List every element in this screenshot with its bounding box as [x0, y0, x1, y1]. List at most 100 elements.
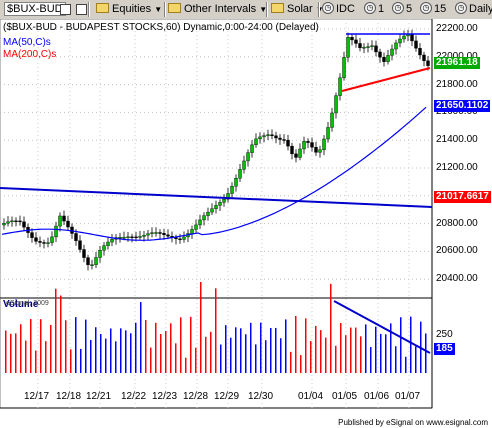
- volume-bar: [35, 350, 37, 373]
- candle-body: [62, 215, 66, 222]
- candle-body: [22, 221, 26, 228]
- candle-body: [46, 242, 50, 244]
- candle-body: [302, 141, 306, 150]
- window-icons[interactable]: [60, 2, 88, 17]
- candle-body: [98, 249, 102, 258]
- candle-body: [42, 242, 46, 244]
- candle-body: [122, 236, 126, 239]
- candle-body: [282, 139, 286, 141]
- volume-bar: [80, 348, 82, 373]
- candle-body: [158, 232, 162, 234]
- candle-body: [382, 57, 386, 62]
- daily-button[interactable]: ◷ Daily: [455, 2, 492, 17]
- candle-body: [270, 134, 274, 136]
- volume-bar: [120, 328, 122, 373]
- toolbar-separator: [164, 2, 166, 17]
- candle-body: [306, 141, 310, 143]
- candle-body: [190, 229, 194, 234]
- volume-bar: [245, 334, 247, 373]
- candle-body: [350, 37, 354, 41]
- idc-button[interactable]: ◷ IDC: [322, 2, 355, 17]
- volume-trendline[interactable]: [333, 300, 431, 354]
- volume-bar: [285, 319, 287, 373]
- volume-bar: [275, 327, 277, 373]
- candle-body: [262, 135, 266, 138]
- volume-bar: [410, 316, 412, 373]
- candle-body: [414, 40, 418, 49]
- candle-body: [18, 220, 22, 223]
- volume-bar: [405, 356, 407, 373]
- volume-bar: [325, 337, 327, 373]
- candle-body: [374, 45, 378, 53]
- date-axis-label: 12/21: [86, 391, 112, 402]
- chart-title: ($BUX-BUD - BUDAPEST STOCKS,60) Dynamic,…: [3, 22, 319, 33]
- candle-body: [50, 236, 54, 243]
- candle-body: [278, 137, 282, 140]
- volume-bar: [415, 346, 417, 373]
- candle-body: [230, 186, 234, 194]
- volume-bar: [380, 333, 382, 373]
- volume-bar: [265, 340, 267, 373]
- ma50-price-tag: 21650.1102: [434, 100, 491, 112]
- date-axis-label: 12/29: [214, 391, 240, 402]
- volume-bar: [15, 333, 17, 373]
- support-line-red[interactable]: [341, 67, 431, 92]
- candle-body: [38, 241, 42, 243]
- volume-bar: [135, 322, 137, 373]
- interval-1-button[interactable]: ◷ 1: [364, 2, 384, 17]
- candle-body: [74, 233, 78, 241]
- ma50-legend[interactable]: MA(50,C)s: [3, 37, 51, 48]
- volume-bar: [10, 333, 12, 373]
- interval-5-button[interactable]: ◷ 5: [392, 2, 412, 17]
- volume-bar: [210, 331, 212, 373]
- interval-15-label: 15: [434, 3, 447, 15]
- volume-bar: [165, 331, 167, 373]
- candle-body: [334, 95, 338, 114]
- volume-bar: [50, 324, 52, 373]
- candle-body: [246, 152, 250, 162]
- solar-button[interactable]: Solar ▼: [271, 2, 324, 17]
- candle-body: [250, 144, 254, 153]
- volume-bar: [200, 281, 202, 373]
- daily-label: Daily: [469, 3, 492, 15]
- trendline-blue[interactable]: [0, 187, 433, 208]
- candle-body: [418, 48, 422, 56]
- candle-body: [146, 233, 150, 236]
- candle-body: [134, 236, 138, 239]
- volume-bar: [145, 320, 147, 373]
- candle-body: [410, 33, 414, 42]
- candle-body: [126, 236, 130, 239]
- volume-bar: [270, 327, 272, 373]
- esignal-watermark: eSignal, 2009: [6, 300, 49, 307]
- symbol-field[interactable]: $BUX-BUD: [4, 2, 66, 17]
- volume-bar: [55, 288, 57, 373]
- volume-bar: [100, 333, 102, 373]
- volume-bar: [345, 335, 347, 373]
- date-axis-label: 12/18: [56, 391, 82, 402]
- other-intervals-button[interactable]: Other Intervals ▼: [168, 2, 267, 17]
- toolbar-separator: [318, 2, 320, 17]
- candle-body: [182, 236, 186, 240]
- candle-body: [254, 138, 258, 146]
- chart-area[interactable]: ($BUX-BUD - BUDAPEST STOCKS,60) Dynamic,…: [0, 19, 492, 428]
- price-chart[interactable]: [0, 19, 492, 428]
- interval-15-button[interactable]: ◷ 15: [420, 2, 446, 17]
- window-icon: [76, 3, 88, 15]
- volume-bar: [400, 317, 402, 373]
- volume-bar: [175, 343, 177, 373]
- toolbar-separator: [266, 2, 268, 17]
- volume-bar: [350, 327, 352, 373]
- price-axis-tick: 20600.00: [436, 245, 478, 257]
- volume-bar: [5, 330, 7, 373]
- volume-bar: [190, 316, 192, 373]
- candle-body: [294, 153, 298, 158]
- date-axis-label: 12/23: [152, 391, 178, 402]
- candle-body: [258, 136, 262, 140]
- ma200-legend[interactable]: MA(200,C)s: [3, 49, 57, 60]
- candle-body: [298, 148, 302, 158]
- equities-button[interactable]: Equities ▼: [96, 2, 162, 17]
- candle-body: [266, 134, 270, 136]
- volume-bar: [25, 340, 27, 373]
- candle-body: [242, 160, 246, 170]
- volume-bar: [225, 325, 227, 373]
